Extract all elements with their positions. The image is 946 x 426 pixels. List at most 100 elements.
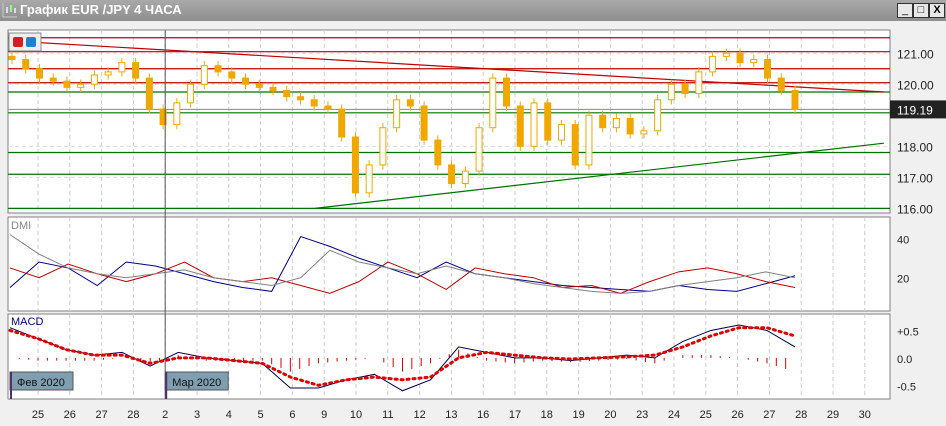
candle: [475, 127, 483, 172]
pane-1: [7, 216, 891, 312]
candle: [557, 124, 565, 141]
candle: [667, 83, 675, 101]
date-tick: 28: [127, 409, 139, 421]
dmi-tick: 40: [897, 235, 909, 247]
date-tick: 5: [258, 409, 264, 421]
candle: [269, 86, 277, 91]
date-tick: 18: [541, 409, 553, 421]
macd-title: MACD: [11, 316, 43, 328]
maximize-button[interactable]: □: [913, 3, 929, 18]
candle: [255, 83, 263, 88]
blue-button-icon: [26, 37, 36, 47]
candle: [173, 102, 181, 126]
price-tick: 120.00: [897, 78, 934, 92]
month-label: Мар 2020: [172, 377, 221, 389]
candle: [612, 117, 620, 129]
price-tick: 116.00: [897, 202, 933, 216]
candlestick-chart-icon: [2, 3, 17, 18]
minimize-button[interactable]: _: [897, 3, 913, 18]
candle: [709, 55, 717, 73]
candle: [63, 80, 71, 88]
date-tick: 10: [350, 409, 362, 421]
candle: [654, 99, 662, 132]
candle: [750, 58, 758, 64]
candle: [434, 139, 442, 166]
candle: [8, 55, 16, 60]
date-tick: 12: [413, 409, 425, 421]
candle: [310, 99, 318, 107]
date-tick: 29: [827, 409, 839, 421]
candle: [626, 117, 634, 135]
candle: [722, 52, 730, 57]
dmi-line-adx: [9, 234, 796, 294]
date-tick: 9: [321, 409, 327, 421]
date-tick: 13: [445, 409, 457, 421]
candle: [159, 108, 167, 126]
pane-0: [7, 29, 891, 214]
macd-tick: +0.5: [897, 326, 919, 338]
date-tick: 27: [763, 409, 775, 421]
candle: [764, 58, 772, 79]
candle: [283, 89, 291, 98]
date-tick: 27: [95, 409, 107, 421]
close-button[interactable]: X: [929, 3, 945, 18]
candle: [503, 77, 511, 107]
current-price-badge: [890, 100, 946, 119]
candle: [351, 136, 359, 194]
candle: [777, 77, 785, 91]
candle: [324, 105, 332, 110]
candle: [214, 65, 222, 73]
candle: [145, 77, 153, 110]
red-button-icon: [13, 37, 23, 47]
candle: [516, 105, 524, 147]
current-price-label: 119.19: [897, 103, 933, 117]
candle: [22, 58, 30, 70]
macd-tick: -0.5: [897, 381, 916, 393]
candle: [379, 127, 387, 166]
dmi-tick: 20: [897, 274, 909, 286]
date-tick: 2: [162, 409, 168, 421]
date-tick: 30: [859, 409, 871, 421]
candle: [599, 114, 607, 129]
candle: [544, 102, 552, 141]
candle: [489, 77, 497, 129]
date-tick: 25: [32, 409, 44, 421]
trendline: [9, 40, 884, 93]
candle: [571, 124, 579, 166]
title-bar: График EUR /JPY 4 ЧАСА _ □ X: [0, 0, 946, 21]
date-tick: 16: [477, 409, 489, 421]
date-tick: 17: [509, 409, 521, 421]
candle: [448, 164, 456, 185]
date-tick: 26: [731, 409, 743, 421]
candle: [791, 89, 799, 110]
price-tick: 118.00: [897, 140, 933, 154]
date-tick: 24: [668, 409, 680, 421]
signal-line: [8, 326, 797, 387]
candle: [695, 71, 703, 95]
candle: [132, 62, 140, 79]
candle: [242, 77, 250, 85]
date-tick: 28: [795, 409, 807, 421]
candle: [104, 71, 112, 76]
candle: [461, 170, 469, 185]
date-tick: 23: [636, 409, 648, 421]
window-title: График EUR /JPY 4 ЧАСА: [20, 2, 182, 17]
candle: [530, 102, 538, 147]
date-tick: 4: [226, 409, 232, 421]
trendline: [314, 142, 884, 209]
candle: [736, 52, 744, 64]
candle: [296, 96, 304, 101]
candle: [35, 68, 43, 79]
price-tick: 121.00: [897, 47, 934, 61]
dmi-line-minus_di: [9, 261, 796, 294]
candle: [585, 114, 593, 166]
candle: [681, 83, 689, 95]
date-tick: 11: [382, 409, 393, 421]
chart-area[interactable]: 121.00 120.00 118.00 117.00 116.00 119.19 40 20…: [0, 21, 946, 426]
candle: [338, 108, 346, 138]
price-tick: 117.00: [897, 171, 933, 185]
candle: [187, 83, 195, 104]
candle: [90, 74, 98, 85]
candle: [420, 105, 428, 141]
